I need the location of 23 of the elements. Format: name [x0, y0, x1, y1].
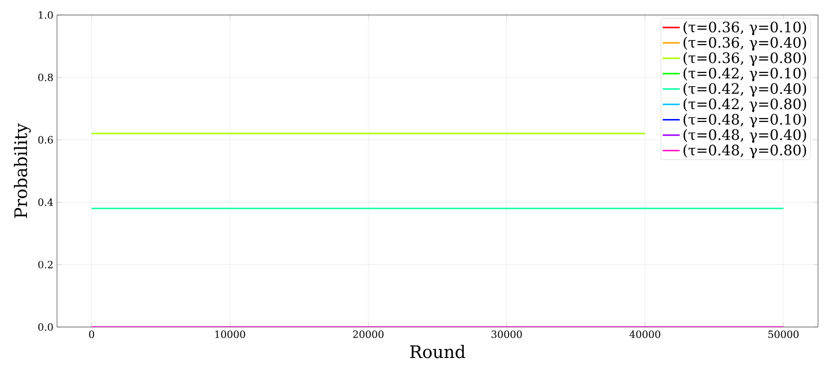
x-tick-label: 30000 — [492, 330, 522, 338]
y-tick-label: 0.2 — [38, 260, 52, 268]
x-tick-label: 0 — [89, 330, 94, 338]
legend-label: (τ=0.36, γ=0.80) — [684, 52, 806, 66]
legend-label: (τ=0.48, γ=0.40) — [684, 128, 806, 143]
x-tick-label: 50000 — [768, 330, 799, 338]
legend-label: (τ=0.48, γ=0.80) — [684, 144, 806, 158]
legend-label: (τ=0.48, γ=0.10) — [684, 114, 806, 128]
y-axis-title: Probability — [14, 123, 31, 218]
x-tick-label: 40000 — [630, 330, 660, 338]
y-tick-label: 0.6 — [38, 136, 53, 144]
y-tick-label: 1.0 — [38, 11, 53, 19]
y-tick-label: 0.4 — [38, 198, 53, 206]
legend-label: (τ=0.36, γ=0.40) — [684, 36, 806, 51]
legend-label: (τ=0.36, γ=0.10) — [684, 21, 806, 36]
y-tick-label: 0.8 — [38, 74, 53, 82]
legend-label: (τ=0.42, γ=0.80) — [684, 98, 806, 112]
legend-label: (τ=0.42, γ=0.40) — [684, 82, 806, 97]
legend-label: (τ=0.42, γ=0.10) — [684, 67, 806, 82]
y-tick-label: 0.0 — [38, 323, 53, 331]
x-axis-title: Round — [410, 344, 466, 358]
x-tick-label: 20000 — [353, 330, 384, 338]
x-tick-label: 10000 — [215, 330, 246, 338]
